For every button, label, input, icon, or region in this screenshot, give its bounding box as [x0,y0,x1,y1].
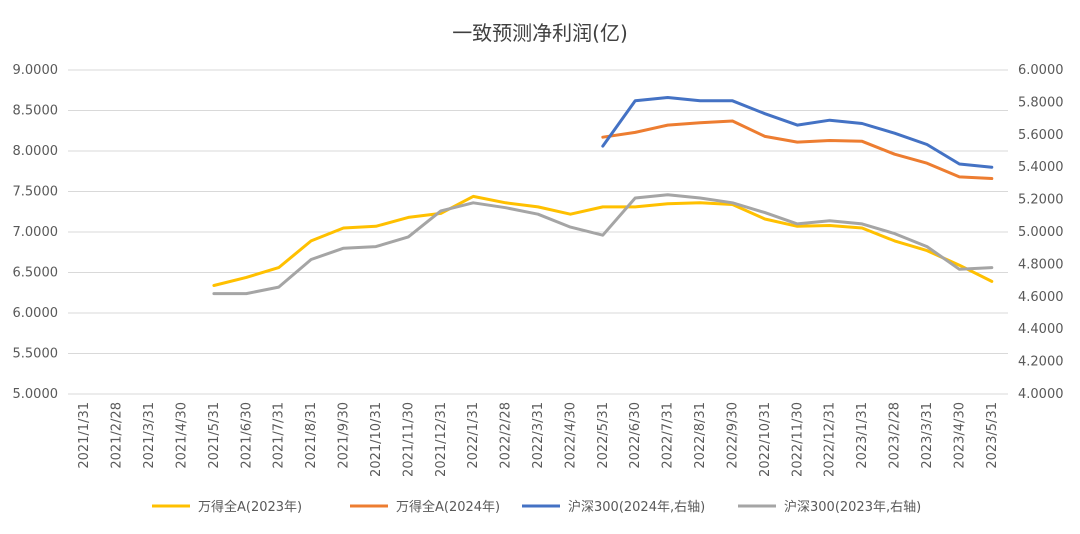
left-tick-label: 8.0000 [13,144,59,159]
right-tick-label: 5.4000 [1018,160,1064,175]
x-tick-label: 2021/5/31 [207,402,222,469]
right-tick-label: 5.8000 [1018,95,1064,110]
x-tick-label: 2022/7/31 [661,402,676,469]
left-tick-label: 5.0000 [13,387,59,402]
left-tick-label: 6.0000 [13,306,59,321]
x-tick-label: 2022/11/30 [790,402,805,477]
legend: 万得全A(2023年) 万得全A(2024年) 沪深300(2024年,右轴) 沪深3… [152,499,921,515]
right-tick-label: 5.6000 [1018,128,1064,143]
x-tick-label: 2021/4/30 [174,402,189,469]
left-tick-label: 5.5000 [13,347,59,362]
left-tick-label: 9.0000 [13,63,59,78]
legend-label-3: 沪深300(2023年,右轴) [784,499,921,515]
legend-label-0: 万得全A(2023年) [198,499,302,515]
x-tick-label: 2021/12/31 [434,402,449,477]
x-tick-label: 2021/10/31 [369,402,384,477]
right-tick-label: 4.0000 [1018,387,1064,402]
legend-label-1: 万得全A(2024年) [396,499,500,515]
x-tick-label: 2022/9/30 [725,402,740,469]
series-line-0 [212,194,994,287]
x-tick-label: 2023/5/31 [985,402,1000,469]
x-tick-label: 2021/3/31 [142,402,157,469]
chart-title: 一致预测净利润(亿) [452,21,628,45]
x-tick-label: 2022/10/31 [758,402,773,477]
x-tick-label: 2021/11/30 [401,402,416,477]
x-tick-label: 2022/1/31 [466,402,481,469]
legend-label-2: 沪深300(2024年,右轴) [568,499,705,515]
left-tick-label: 8.5000 [13,104,59,119]
x-tick-label: 2021/7/31 [272,402,287,469]
x-tick-label: 2023/1/31 [855,402,870,469]
left-tick-label: 6.5000 [13,266,59,281]
x-tick-label: 2023/4/30 [952,402,967,469]
x-tick-label: 2021/2/28 [110,402,125,469]
x-axis-ticks: 2021/1/31 2021/2/28 2021/3/31 2021/4/30 2021… [77,402,1000,477]
series-line-2 [601,96,994,169]
right-tick-label: 6.0000 [1018,63,1064,78]
x-tick-label: 2022/2/28 [499,402,514,469]
x-tick-label: 2022/6/30 [628,402,643,469]
x-tick-label: 2022/3/31 [531,402,546,469]
right-tick-label: 4.8000 [1018,257,1064,272]
right-tick-label: 5.2000 [1018,193,1064,208]
left-axis-ticks: 5.0000 5.5000 6.0000 6.5000 7.0000 7.5000 8.00… [13,63,59,402]
x-tick-label: 2023/3/31 [920,402,935,469]
series-lines [212,96,994,296]
x-tick-label: 2021/1/31 [77,402,92,469]
x-tick-label: 2022/4/30 [563,402,578,469]
right-tick-label: 4.4000 [1018,322,1064,337]
x-tick-label: 2021/6/30 [239,402,254,469]
series-line-3 [212,193,994,296]
right-tick-label: 4.6000 [1018,290,1064,305]
left-tick-label: 7.5000 [13,185,59,200]
right-tick-label: 5.0000 [1018,225,1064,240]
series-line-1 [601,119,994,180]
x-tick-label: 2022/12/31 [823,402,838,477]
right-axis-ticks: 4.0000 4.2000 4.4000 4.6000 4.8000 5.0000 5.20… [1018,63,1064,402]
x-tick-label: 2023/2/28 [888,402,903,469]
x-tick-label: 2021/9/30 [337,402,352,469]
x-tick-label: 2021/8/31 [304,402,319,469]
x-tick-label: 2022/8/31 [693,402,708,469]
right-tick-label: 4.2000 [1018,355,1064,370]
left-tick-label: 7.0000 [13,225,59,240]
grid-lines [68,69,1008,395]
x-tick-label: 2022/5/31 [596,402,611,469]
